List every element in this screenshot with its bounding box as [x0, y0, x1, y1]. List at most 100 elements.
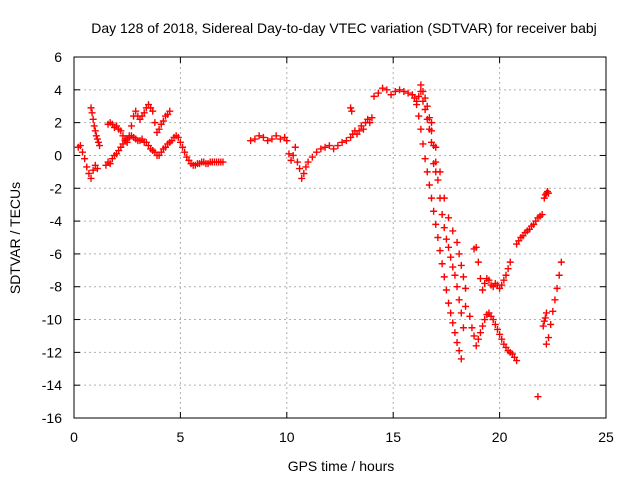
- data-point: [421, 94, 429, 102]
- data-point: [355, 127, 363, 135]
- data-point: [423, 168, 431, 176]
- data-point: [415, 112, 423, 120]
- data-point: [498, 335, 506, 343]
- data-point: [455, 296, 463, 304]
- data-point: [366, 119, 374, 127]
- data-point: [440, 273, 448, 281]
- data-point: [472, 342, 480, 350]
- data-point: [313, 148, 321, 156]
- data-point: [76, 142, 84, 150]
- data-point: [259, 133, 267, 141]
- data-point: [474, 258, 482, 266]
- data-point: [557, 258, 565, 266]
- data-point: [472, 243, 480, 251]
- data-point: [325, 142, 333, 150]
- data-point: [304, 158, 312, 166]
- data-point: [539, 322, 547, 330]
- data-point: [88, 109, 96, 117]
- data-point: [476, 275, 484, 283]
- data-point: [481, 316, 489, 324]
- data-point: [551, 296, 559, 304]
- data-point: [496, 330, 504, 338]
- plot-frame: [73, 56, 607, 419]
- data-point: [476, 329, 484, 337]
- data-point: [255, 132, 263, 140]
- data-point: [500, 276, 508, 284]
- data-point: [434, 176, 442, 184]
- data-point: [425, 114, 433, 122]
- data-point: [379, 84, 387, 92]
- data-point: [455, 347, 463, 355]
- data-point: [127, 122, 135, 130]
- data-point: [300, 170, 308, 178]
- data-point: [298, 174, 306, 182]
- data-point: [421, 155, 429, 163]
- data-point: [96, 142, 104, 150]
- data-point: [90, 122, 98, 130]
- data-point: [455, 250, 463, 258]
- data-point: [106, 160, 114, 168]
- data-point: [453, 238, 461, 246]
- data-point: [92, 132, 100, 140]
- x-tick-label: 10: [279, 429, 295, 445]
- data-point: [504, 265, 512, 273]
- data-point: [468, 324, 476, 332]
- data-point: [117, 127, 125, 135]
- data-point: [404, 89, 412, 97]
- data-point: [457, 355, 465, 363]
- y-tick-label: 2: [54, 115, 62, 131]
- data-point: [449, 263, 457, 271]
- data-point: [457, 309, 465, 317]
- y-tick-label: 6: [54, 49, 62, 65]
- data-point: [459, 273, 467, 281]
- data-point: [440, 224, 448, 232]
- grid-lines: [74, 57, 606, 418]
- data-point: [442, 286, 450, 294]
- data-point: [493, 325, 501, 333]
- data-point: [538, 211, 546, 219]
- data-point: [125, 132, 133, 140]
- data-point: [513, 357, 521, 365]
- data-point: [428, 127, 436, 135]
- data-point: [440, 194, 448, 202]
- data-point: [436, 247, 444, 255]
- data-point: [419, 140, 427, 148]
- data-point: [438, 260, 446, 268]
- data-point: [413, 101, 421, 109]
- data-point: [506, 258, 514, 266]
- data-point: [302, 163, 310, 171]
- data-point: [132, 107, 140, 115]
- x-tick-label: 0: [70, 429, 78, 445]
- data-point: [83, 163, 91, 171]
- data-point: [79, 148, 87, 156]
- data-point: [272, 132, 280, 140]
- data-point: [93, 165, 101, 173]
- data-point: [155, 125, 163, 133]
- data-point: [85, 170, 93, 178]
- data-point: [368, 114, 376, 122]
- data-point: [287, 156, 295, 164]
- data-point: [540, 317, 548, 325]
- data-point: [502, 271, 510, 279]
- y-tick-label: -14: [42, 377, 62, 393]
- data-point: [89, 166, 97, 174]
- y-tick-label: 0: [54, 147, 62, 163]
- data-point: [541, 314, 549, 322]
- x-axis-title: GPS time / hours: [288, 458, 395, 474]
- data-point: [285, 150, 293, 158]
- data-point: [545, 334, 553, 342]
- x-tick-label: 25: [598, 429, 614, 445]
- data-point: [419, 87, 427, 95]
- data-point: [91, 127, 99, 135]
- data-point: [445, 214, 453, 222]
- data-point: [338, 138, 346, 146]
- y-tick-label: -8: [50, 279, 63, 295]
- data-point: [330, 145, 338, 153]
- data-point: [459, 324, 467, 332]
- data-point: [545, 189, 553, 197]
- data-point: [540, 194, 548, 202]
- data-point: [293, 158, 301, 166]
- data-point: [453, 283, 461, 291]
- data-point: [449, 227, 457, 235]
- data-point: [334, 142, 342, 150]
